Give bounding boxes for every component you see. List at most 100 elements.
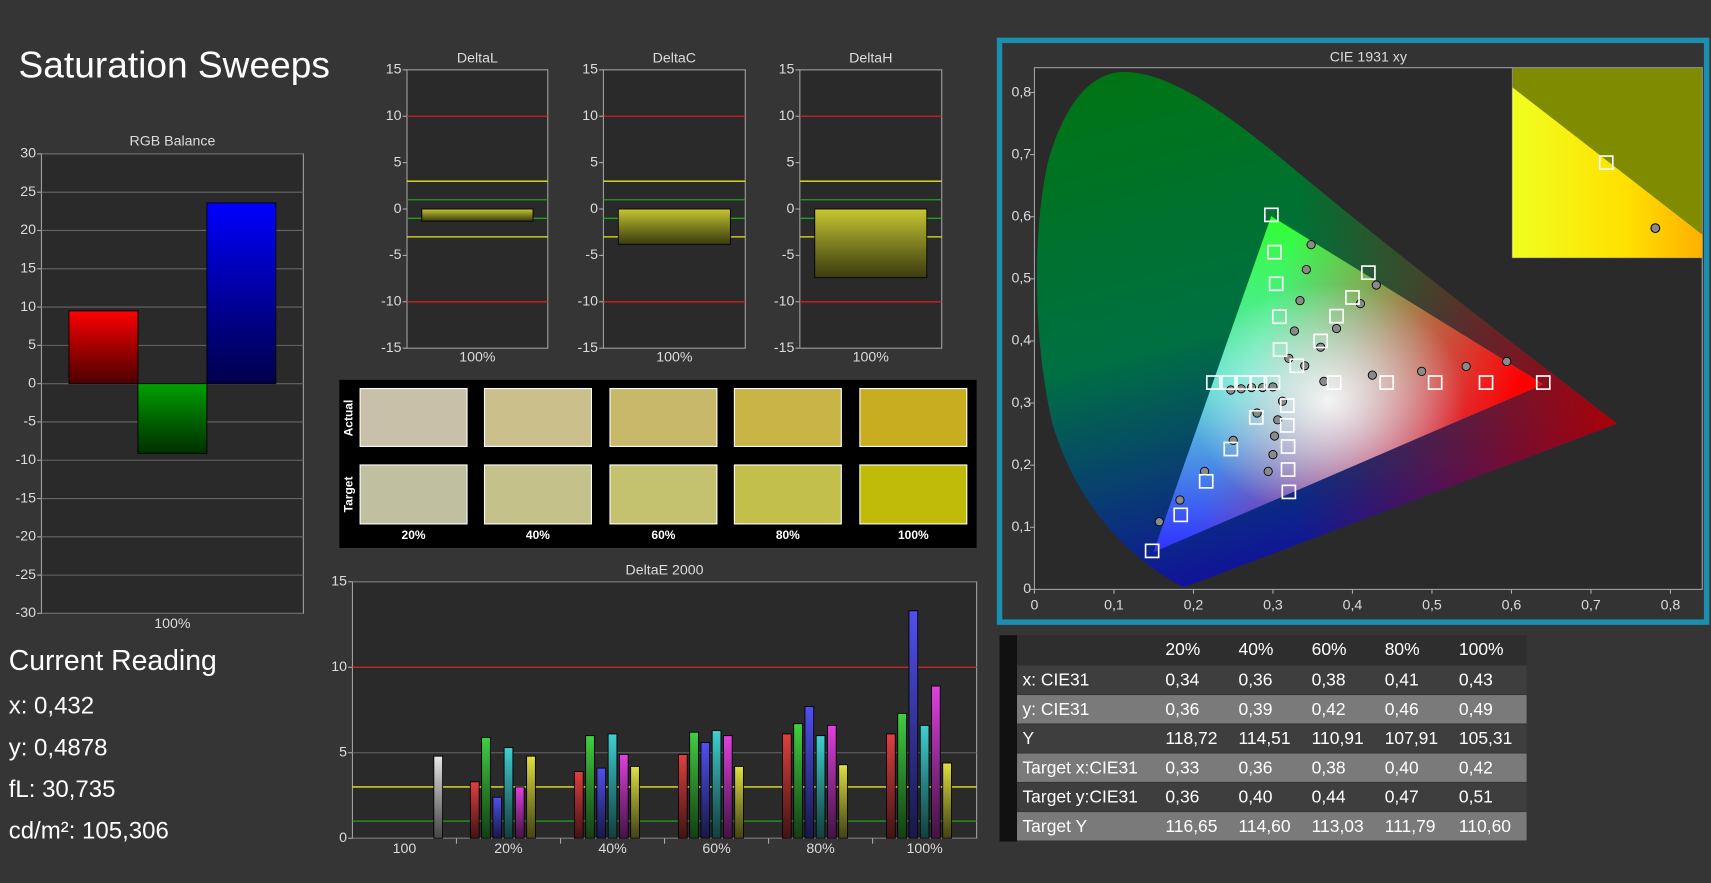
y-tick-label: 0,7 bbox=[1011, 146, 1031, 162]
x-tick-label: 100% bbox=[906, 841, 943, 857]
measured-marker bbox=[1175, 495, 1185, 505]
table-row-label: x: CIE31 bbox=[1022, 670, 1089, 690]
bar bbox=[722, 735, 733, 839]
bar bbox=[700, 742, 711, 839]
measured-marker bbox=[1417, 366, 1427, 376]
table-column-header: 40% bbox=[1239, 639, 1274, 659]
table-cell: 116,65 bbox=[1165, 816, 1217, 836]
current-reading-line: y: 0,4878 bbox=[9, 734, 108, 761]
table-cell: 0,38 bbox=[1312, 670, 1346, 690]
plot-area bbox=[351, 581, 978, 839]
bar bbox=[585, 735, 595, 839]
target-marker bbox=[1248, 409, 1264, 425]
x-tick-label: 40% bbox=[598, 841, 627, 857]
y-tick-label: -15 bbox=[381, 340, 402, 356]
y-tick-label: 0 bbox=[394, 201, 402, 217]
chart-title: DeltaC bbox=[653, 51, 696, 67]
target-marker bbox=[1223, 441, 1239, 457]
target-swatch bbox=[359, 464, 468, 525]
table-cell: 0,40 bbox=[1239, 787, 1273, 807]
bar bbox=[526, 755, 536, 839]
target-marker bbox=[1279, 398, 1295, 413]
table-cell: 114,51 bbox=[1239, 728, 1291, 748]
bar bbox=[897, 712, 907, 839]
x-tick-label: 0,1 bbox=[1104, 598, 1124, 614]
table-cell: 110,60 bbox=[1459, 816, 1511, 836]
measured-marker bbox=[1371, 280, 1381, 290]
measured-marker bbox=[1295, 295, 1305, 306]
swatch-row-label: Target bbox=[341, 477, 355, 513]
actual-swatch bbox=[359, 388, 468, 447]
target-marker bbox=[1289, 358, 1305, 374]
target-marker bbox=[1345, 290, 1360, 305]
x-tick-label: 0,2 bbox=[1184, 598, 1204, 614]
table-cell: 0,36 bbox=[1239, 670, 1273, 690]
target-marker bbox=[1173, 507, 1189, 523]
table-column-header: 20% bbox=[1165, 639, 1200, 659]
x-tick-label: 0,7 bbox=[1581, 598, 1601, 614]
chart-title: CIE 1931 xy bbox=[1330, 50, 1408, 66]
current-reading-line: x: 0,432 bbox=[9, 693, 94, 720]
bar bbox=[514, 786, 525, 839]
table-row-label: Target x:CIE31 bbox=[1022, 757, 1137, 777]
table-cell: 0,36 bbox=[1165, 699, 1199, 719]
target-marker bbox=[1279, 418, 1295, 433]
bar bbox=[607, 733, 618, 839]
measured-marker bbox=[1258, 382, 1268, 393]
chart-marks: RGB Balance -30 -25 -20 -15 -10 -5 0 5 10 15 20 25 30… bbox=[9, 50, 1681, 857]
zoom-target-marker bbox=[1598, 155, 1614, 170]
y-tick-label: -5 bbox=[782, 247, 795, 263]
bar bbox=[838, 764, 848, 839]
bar bbox=[689, 731, 699, 839]
cie-diagram bbox=[1036, 67, 1703, 588]
y-tick-label: 10 bbox=[779, 108, 795, 124]
target-marker bbox=[1250, 375, 1266, 390]
table-row-bg bbox=[1016, 665, 1527, 695]
y-tick-label: 0 bbox=[787, 201, 795, 217]
table-cell: 0,44 bbox=[1312, 787, 1346, 807]
zoom-inset-gamut bbox=[1512, 87, 1703, 258]
target-marker bbox=[1379, 375, 1395, 390]
y-tick-label: 10 bbox=[331, 659, 347, 675]
x-tick-label: 0,8 bbox=[1661, 598, 1681, 614]
target-marker bbox=[1478, 375, 1494, 390]
swatch-column-label: 40% bbox=[526, 528, 550, 542]
target-swatch bbox=[733, 464, 842, 525]
x-tick-label: 100% bbox=[656, 350, 693, 366]
measured-marker bbox=[1154, 517, 1164, 527]
table-cell: 111,79 bbox=[1385, 816, 1436, 836]
y-tick-label: -15 bbox=[16, 490, 37, 506]
table-cell: 0,36 bbox=[1239, 757, 1273, 777]
table-row-label: Y bbox=[1022, 728, 1034, 748]
bar bbox=[492, 796, 503, 839]
table-cell: 0,49 bbox=[1459, 699, 1493, 719]
measured-marker bbox=[1502, 356, 1512, 367]
y-tick-label: 15 bbox=[582, 62, 598, 78]
bar bbox=[919, 724, 930, 839]
measured-marker bbox=[1331, 323, 1342, 334]
target-marker bbox=[1427, 375, 1443, 390]
bar bbox=[782, 733, 792, 839]
bar bbox=[630, 765, 640, 839]
bar bbox=[931, 685, 941, 839]
chart-title: DeltaH bbox=[849, 51, 892, 67]
table-cell: 0,43 bbox=[1459, 670, 1493, 690]
y-tick-label: 5 bbox=[787, 154, 795, 170]
bar bbox=[886, 733, 896, 839]
y-tick-label: -5 bbox=[585, 247, 598, 263]
y-tick-label: -5 bbox=[389, 247, 402, 263]
target-marker bbox=[1267, 244, 1282, 260]
y-tick-label: 0,2 bbox=[1011, 457, 1031, 473]
target-marker bbox=[1535, 375, 1551, 390]
y-tick-label: 10 bbox=[386, 108, 402, 124]
measured-marker bbox=[1289, 326, 1300, 336]
y-tick-label: 0,1 bbox=[1011, 519, 1031, 535]
y-tick-label: -20 bbox=[16, 529, 37, 545]
y-tick-label: 15 bbox=[386, 62, 402, 78]
bar bbox=[677, 754, 688, 839]
y-tick-label: 0,4 bbox=[1011, 333, 1031, 349]
x-tick-label: 0 bbox=[1031, 598, 1039, 614]
target-marker bbox=[1280, 439, 1296, 454]
swatch-column-label: 100% bbox=[898, 528, 929, 542]
table-cell: 0,34 bbox=[1165, 670, 1199, 690]
